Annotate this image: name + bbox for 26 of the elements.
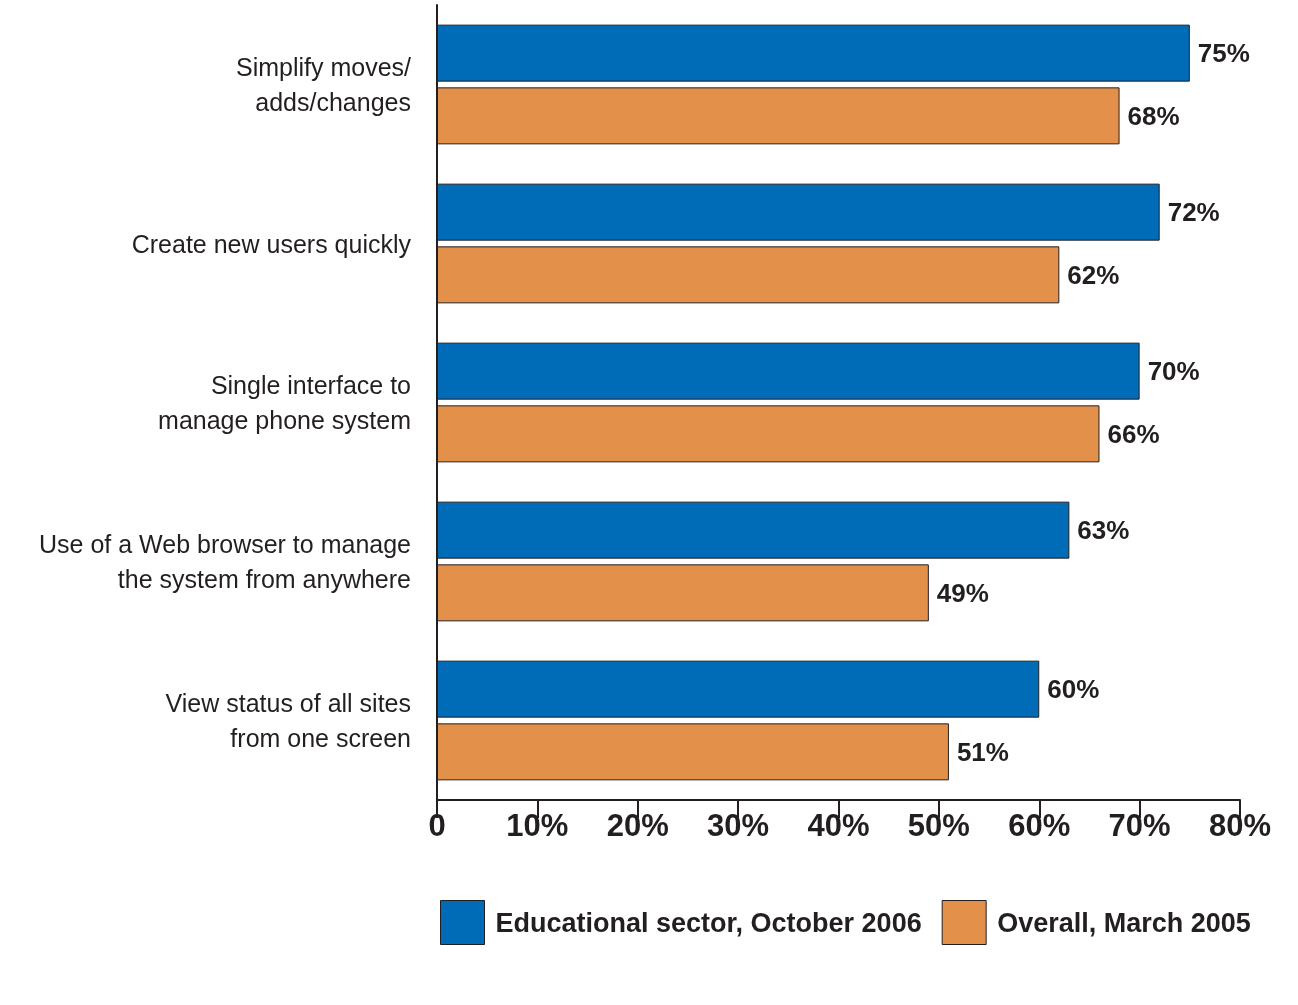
- data-label: 51%: [956, 736, 1009, 767]
- y-tick-label: Simplify moves/ adds/changes: [235, 53, 412, 116]
- x-tick-label: 30%: [707, 808, 770, 843]
- data-label: 60%: [1047, 674, 1100, 705]
- data-label: 68%: [1127, 100, 1180, 131]
- x-tick-label: 0: [428, 808, 446, 843]
- y-tick-label: View status of all sites from one screen: [165, 689, 411, 752]
- x-tick-label: 20%: [606, 808, 669, 843]
- data-label: 72%: [1167, 197, 1220, 228]
- x-tick-label: 70%: [1108, 808, 1171, 843]
- data-label: 70%: [1147, 356, 1200, 387]
- y-tick-label: Create new users quickly: [131, 229, 412, 258]
- x-tick-label: 40%: [807, 808, 870, 843]
- x-tick-label: 60%: [1008, 808, 1071, 843]
- data-label: 63%: [1077, 515, 1130, 546]
- x-tick-label: 50%: [907, 808, 970, 843]
- data-label: 75%: [1197, 38, 1250, 69]
- data-label: 49%: [936, 577, 989, 608]
- y-tick-label: Use of a Web browser to manage the system from anywhere: [39, 530, 411, 593]
- x-tick-label: 80%: [1208, 808, 1272, 843]
- y-tick-label: Single interface to manage phone system: [158, 371, 411, 434]
- x-tick-label: 10%: [506, 808, 569, 843]
- legend-label: Educational sector, October 2006: [495, 907, 922, 938]
- data-label: 66%: [1107, 418, 1160, 449]
- legend-label: Overall, March 2005: [997, 907, 1251, 938]
- data-label: 62%: [1067, 259, 1120, 290]
